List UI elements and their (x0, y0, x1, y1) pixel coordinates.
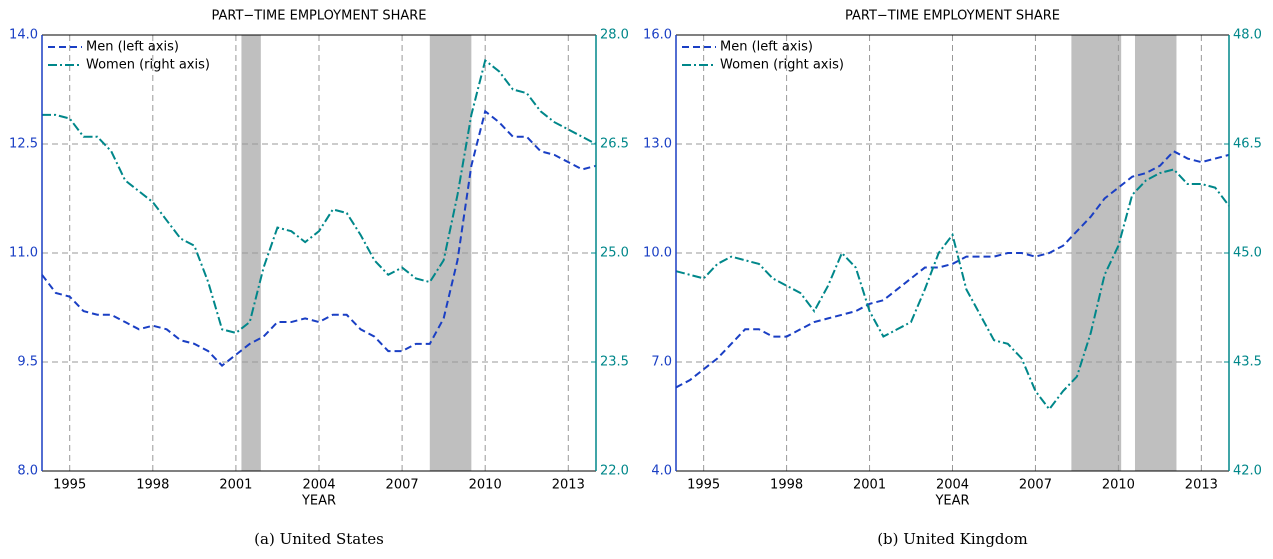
series-line (42, 58, 597, 335)
y-tick-label: 7.0 (651, 355, 672, 370)
x-tick-label: 1998 (770, 478, 803, 493)
legend-label: Men (left axis) (86, 40, 179, 55)
x-tick-label: 2004 (936, 478, 969, 493)
y2-tick-label: 28.0 (600, 28, 629, 43)
series-line (675, 168, 1230, 411)
y2-tick-label: 25.0 (600, 246, 629, 261)
x-tick-label: 2004 (302, 478, 335, 493)
y-tick-label: 10.0 (643, 246, 672, 261)
y-tick-label: 4.0 (651, 464, 672, 479)
y2-tick-label: 42.0 (1233, 464, 1262, 479)
x-tick-label: 2013 (552, 478, 585, 493)
x-tick-label: 1995 (687, 478, 720, 493)
x-tick-label: 2010 (469, 478, 502, 493)
y-tick-label: 9.5 (17, 355, 38, 370)
chart-title: PART−TIME EMPLOYMENT SHARE (845, 9, 1060, 24)
x-tick-label: 2001 (219, 478, 252, 493)
x-tick-label: 2010 (1102, 478, 1135, 493)
y2-tick-label: 48.0 (1233, 28, 1262, 43)
caption: (a) United States (254, 530, 384, 548)
y2-tick-label: 43.5 (1233, 355, 1262, 370)
y-tick-label: 12.5 (9, 137, 38, 152)
legend-label: Men (left axis) (720, 40, 813, 55)
x-tick-label: 2007 (386, 478, 419, 493)
y-tick-label: 11.0 (9, 246, 38, 261)
series-line (41, 109, 597, 367)
caption: (b) United Kingdom (877, 530, 1028, 548)
y-tick-label: 14.0 (9, 28, 38, 43)
x-axis-label: YEAR (934, 494, 969, 509)
legend-label: Women (right axis) (86, 58, 210, 73)
y-tick-label: 16.0 (643, 28, 672, 43)
y2-tick-label: 26.5 (600, 137, 629, 152)
x-tick-label: 1995 (53, 478, 86, 493)
y2-tick-label: 23.5 (600, 355, 629, 370)
y2-tick-label: 46.5 (1233, 137, 1262, 152)
y2-tick-label: 22.0 (600, 464, 629, 479)
x-tick-label: 1998 (136, 478, 169, 493)
x-tick-label: 2001 (853, 478, 886, 493)
y2-tick-label: 45.0 (1233, 246, 1262, 261)
x-tick-label: 2007 (1019, 478, 1052, 493)
x-tick-label: 2013 (1185, 478, 1218, 493)
chart-title: PART−TIME EMPLOYMENT SHARE (211, 9, 426, 24)
x-axis-label: YEAR (301, 494, 336, 509)
legend-label: Women (right axis) (720, 58, 844, 73)
y-tick-label: 13.0 (643, 137, 672, 152)
series-line (675, 150, 1230, 389)
y-tick-label: 8.0 (17, 464, 38, 479)
